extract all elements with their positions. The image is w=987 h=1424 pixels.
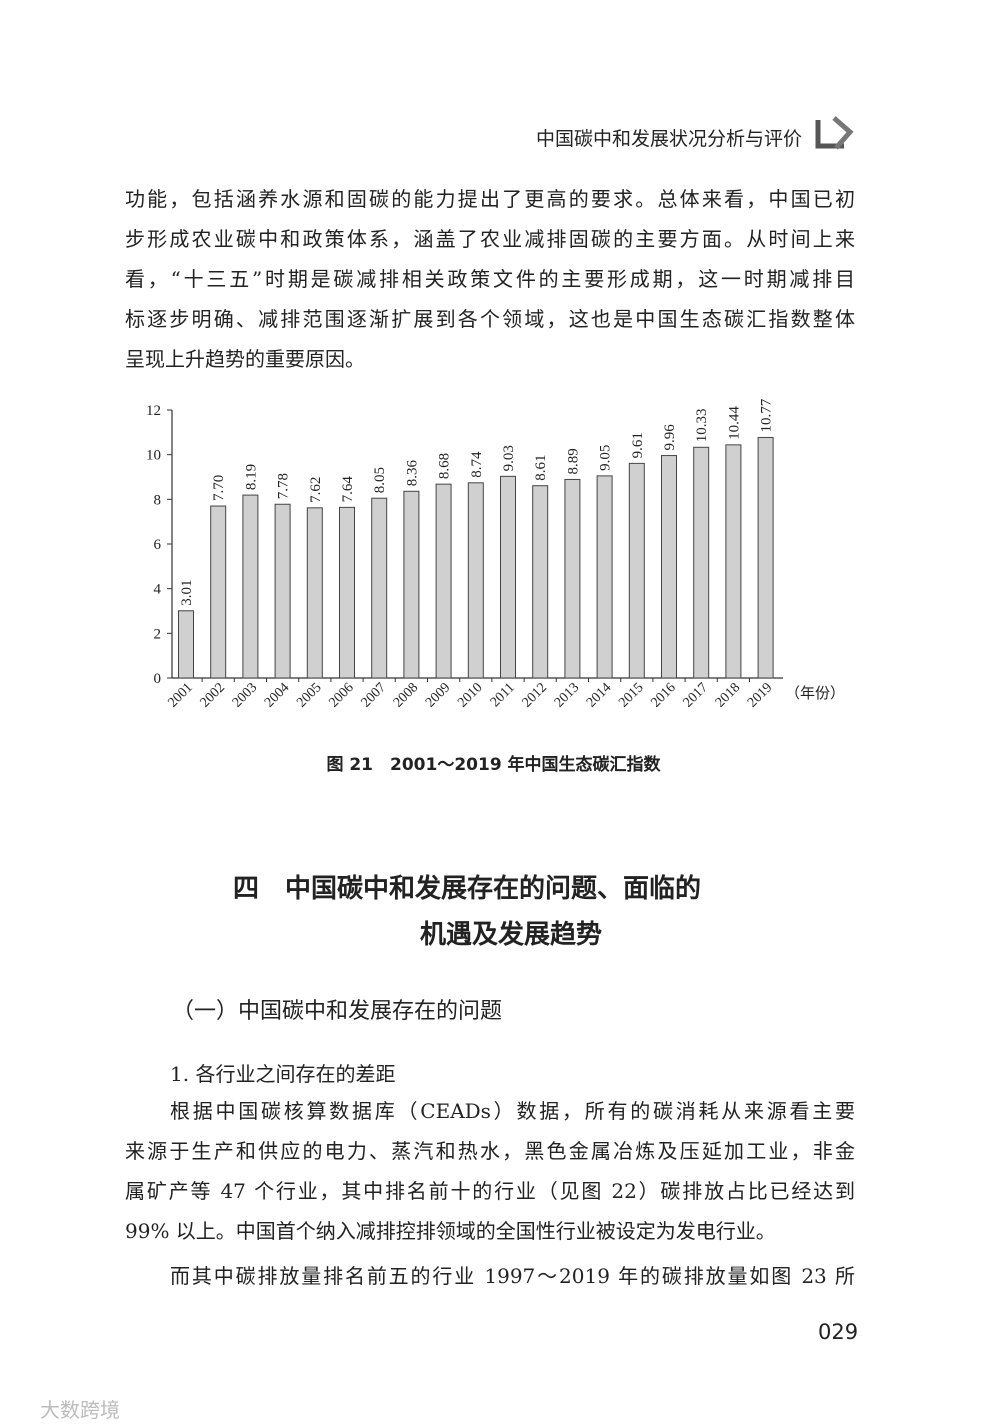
page-number: 029 bbox=[818, 1320, 859, 1344]
value-label: 7.78 bbox=[276, 473, 292, 499]
subsubsection-title: 1. 各行业之间存在的差距 bbox=[170, 1062, 396, 1086]
y-tick-label: 2 bbox=[154, 626, 162, 642]
header-icon bbox=[815, 116, 854, 150]
text-line: 功能，包括涵养水源和固碳的能力提出了更高的要求。总体来看，中国已初 bbox=[125, 187, 855, 211]
value-label: 3.01 bbox=[179, 580, 195, 606]
bar bbox=[435, 483, 452, 679]
bar bbox=[564, 478, 581, 679]
value-label: 8.19 bbox=[243, 464, 259, 490]
y-tick-label: 12 bbox=[146, 403, 161, 419]
y-tick-label: 10 bbox=[146, 448, 161, 464]
bar bbox=[274, 503, 291, 679]
value-label: 9.61 bbox=[630, 432, 646, 458]
value-label: 7.70 bbox=[211, 475, 227, 501]
x-tick-label: 2002 bbox=[198, 680, 228, 710]
chart: 0 2 4 6 8 10 12 3.01 2001 7.70 2002 8.19 2003 7.78 200… bbox=[146, 398, 845, 710]
x-tick-label: 2016 bbox=[648, 680, 678, 710]
value-label: 8.89 bbox=[565, 448, 581, 474]
y-tick-label: 8 bbox=[154, 492, 162, 508]
bar bbox=[306, 507, 323, 679]
bar bbox=[467, 482, 484, 679]
bar bbox=[757, 436, 774, 679]
bar bbox=[725, 444, 742, 679]
bar bbox=[596, 475, 613, 679]
x-tick-label: 2011 bbox=[488, 680, 518, 710]
x-tick-label: 2001 bbox=[165, 680, 195, 710]
text-line: 属矿产等 47 个行业，其中排名前十的行业（见图 22）碳排放占比已经达到 bbox=[125, 1179, 855, 1203]
section-title: 四 中国碳中和发展存在的问题、面临的 bbox=[233, 874, 702, 904]
x-tick-label: 2017 bbox=[681, 680, 711, 710]
value-label: 10.77 bbox=[759, 398, 775, 432]
value-label: 9.05 bbox=[598, 445, 614, 471]
watermark: 大数跨境 bbox=[40, 1398, 120, 1422]
value-label: 9.03 bbox=[501, 445, 517, 471]
value-label: 9.96 bbox=[662, 424, 678, 451]
x-tick-label: 2003 bbox=[230, 680, 260, 710]
x-tick-label: 2012 bbox=[520, 680, 550, 710]
bar bbox=[339, 506, 355, 679]
value-label: 8.61 bbox=[533, 454, 549, 480]
x-tick-label: 2009 bbox=[423, 680, 453, 710]
bar bbox=[178, 610, 194, 679]
x-tick-label: 2008 bbox=[391, 680, 421, 710]
x-tick-label: 2004 bbox=[262, 680, 292, 710]
bar bbox=[500, 475, 516, 679]
x-axis-unit: （年份） bbox=[785, 685, 845, 702]
text-line: 99% 以上。中国首个纳入减排控排领域的全国性行业被设定为发电行业。 bbox=[125, 1219, 776, 1243]
text-line: 标逐步明确、减排范围逐渐扩展到各个领域，这也是中国生态碳汇指数整体 bbox=[125, 307, 855, 331]
y-tick-label: 6 bbox=[154, 537, 162, 553]
x-tick-label: 2014 bbox=[584, 680, 614, 710]
bar bbox=[661, 455, 677, 679]
bar bbox=[403, 490, 420, 679]
x-tick-label: 2019 bbox=[745, 680, 775, 710]
figure-caption: 图 21 2001～2019 年中国生态碳汇指数 bbox=[326, 755, 661, 775]
value-label: 8.74 bbox=[469, 451, 485, 478]
bar bbox=[242, 494, 259, 679]
y-tick-label: 4 bbox=[154, 582, 162, 598]
value-label: 8.36 bbox=[404, 460, 420, 487]
text-line: 步形成农业碳中和政策体系，涵盖了农业减排固碳的主要方面。从时间上来 bbox=[125, 227, 855, 251]
text-line: 来源于生产和供应的电力、蒸汽和热水，黑色金属冶炼及压延加工业，非金 bbox=[125, 1139, 855, 1163]
text-line: 而其中碳排放量排名前五的行业 1997～2019 年的碳排放量如图 23 所 bbox=[170, 1264, 855, 1288]
x-tick-label: 2007 bbox=[359, 680, 389, 710]
section-title: 机遇及发展趋势 bbox=[420, 920, 603, 950]
value-label: 7.62 bbox=[308, 477, 324, 503]
bar bbox=[371, 497, 388, 679]
x-tick-label: 2018 bbox=[713, 680, 743, 710]
text-line: 呈现上升趋势的重要原因。 bbox=[125, 347, 365, 371]
x-tick-label: 2015 bbox=[616, 680, 646, 710]
value-label: 10.44 bbox=[726, 406, 742, 440]
value-label: 7.64 bbox=[340, 476, 356, 503]
header-title: 中国碳中和发展状况分析与评价 bbox=[535, 128, 802, 150]
x-tick-label: 2013 bbox=[552, 680, 582, 710]
bar bbox=[628, 462, 645, 679]
text-line: 根据中国碳核算数据库（CEADs）数据，所有的碳消耗从来源看主要 bbox=[170, 1099, 855, 1123]
bar bbox=[532, 485, 549, 679]
bar bbox=[693, 446, 710, 679]
y-tick-label: 0 bbox=[154, 671, 162, 687]
bar bbox=[210, 505, 227, 679]
subsection-title: （一）中国碳中和发展存在的问题 bbox=[172, 999, 503, 1024]
value-label: 8.68 bbox=[437, 453, 453, 479]
x-tick-label: 2010 bbox=[455, 680, 485, 710]
text-line: 看，“十三五”时期是碳减排相关政策文件的主要形成期，这一时期减排目 bbox=[125, 267, 855, 291]
value-label: 10.33 bbox=[694, 409, 710, 443]
x-tick-label: 2006 bbox=[326, 680, 356, 710]
x-tick-label: 2005 bbox=[294, 680, 324, 710]
value-label: 8.05 bbox=[372, 467, 388, 493]
